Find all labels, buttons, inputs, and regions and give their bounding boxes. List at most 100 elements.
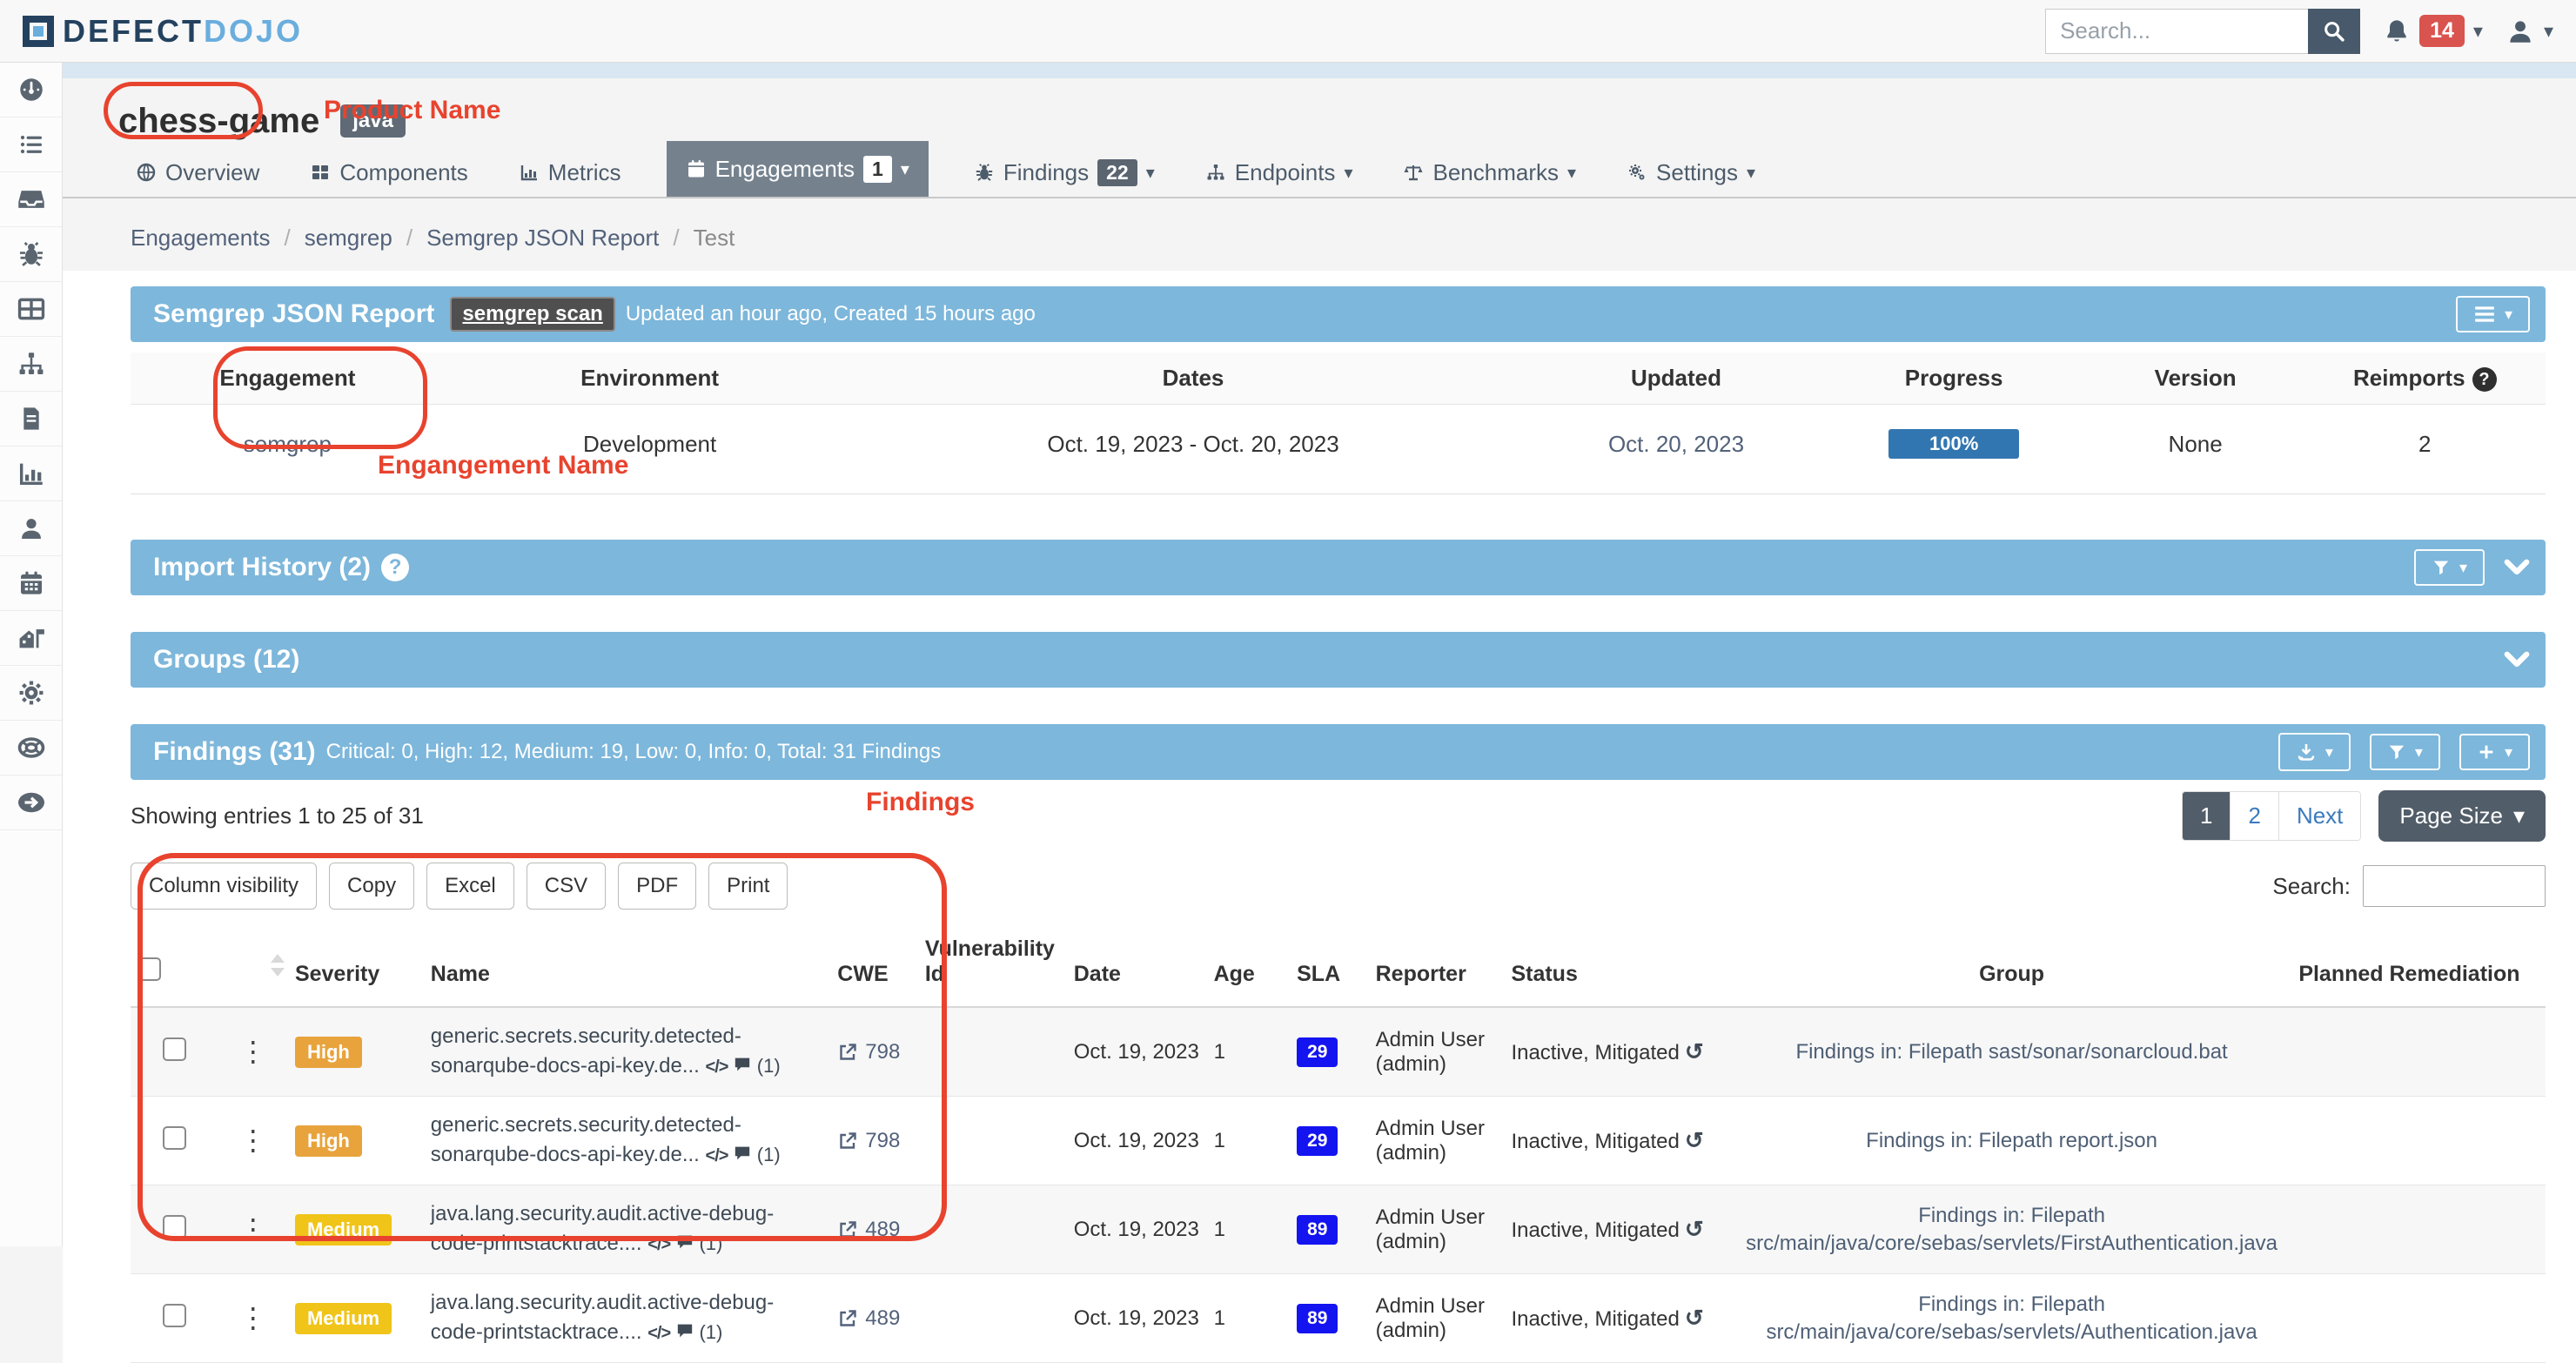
- sidebar-item-settings[interactable]: [0, 666, 62, 721]
- chevron-down-icon[interactable]: [2504, 559, 2530, 576]
- cwe-link[interactable]: 798: [837, 1040, 911, 1064]
- sidebar-item-components[interactable]: [0, 282, 62, 337]
- finding-row: ⋮ Medium java.lang.security.audit.active…: [131, 1273, 2546, 1363]
- import-history-bar[interactable]: Import History (2) ? ▾: [131, 540, 2546, 596]
- history-icon[interactable]: ↺: [1684, 1216, 1704, 1243]
- engagement-link[interactable]: semgrep: [243, 430, 332, 457]
- import-history-filter-button[interactable]: ▾: [2413, 549, 2485, 587]
- group-header[interactable]: Group: [1731, 924, 2292, 1009]
- findings-add-button[interactable]: ▾: [2459, 734, 2530, 771]
- tab-findings[interactable]: Findings 22 ▾: [969, 148, 1160, 197]
- sidebar-item-dashboard[interactable]: [0, 63, 62, 118]
- sidebar-item-users[interactable]: [0, 501, 62, 556]
- history-icon[interactable]: ↺: [1684, 1305, 1704, 1332]
- cwe-header[interactable]: CWE: [830, 924, 918, 1009]
- breadcrumb-semgrep[interactable]: semgrep: [304, 225, 392, 251]
- group-link[interactable]: Findings in: Filepath src/main/java/core…: [1746, 1203, 2278, 1255]
- page-2-button[interactable]: 2: [2230, 791, 2278, 840]
- tab-components[interactable]: Components: [305, 148, 473, 197]
- breadcrumb-report[interactable]: Semgrep JSON Report: [426, 225, 660, 251]
- pdf-button[interactable]: PDF: [618, 863, 697, 910]
- help-icon[interactable]: ?: [2472, 367, 2497, 393]
- code-icon: </>: [647, 1235, 671, 1255]
- sla-badge: 29: [1297, 1037, 1338, 1067]
- sidebar-item-logout[interactable]: [0, 776, 62, 830]
- sidebar-item-support[interactable]: [0, 721, 62, 776]
- page-size-button[interactable]: Page Size ▾: [2378, 789, 2546, 842]
- next-page-button[interactable]: Next: [2277, 791, 2361, 840]
- breadcrumb-engagements[interactable]: Engagements: [131, 225, 271, 251]
- user-menu[interactable]: ▾: [2506, 17, 2553, 46]
- scan-type-badge[interactable]: semgrep scan: [450, 297, 615, 332]
- product-name[interactable]: chess-game: [118, 101, 320, 140]
- calendar-icon: [20, 571, 42, 594]
- excel-button[interactable]: Excel: [426, 863, 514, 910]
- product-tab-bar: Overview Components Metrics Engagements …: [63, 141, 2576, 198]
- notifications[interactable]: 14 ▾: [2383, 15, 2483, 47]
- sidebar-item-benchmarks[interactable]: [0, 611, 62, 666]
- planned-remediation-cell: [2291, 1007, 2546, 1098]
- history-icon[interactable]: ↺: [1684, 1127, 1704, 1154]
- sidebar-item-calendar[interactable]: [0, 556, 62, 611]
- search-input[interactable]: [2045, 8, 2309, 54]
- cwe-link[interactable]: 489: [837, 1306, 911, 1331]
- sidebar-item-list[interactable]: [0, 118, 62, 172]
- tab-endpoints[interactable]: Endpoints ▾: [1200, 148, 1358, 197]
- sla-header[interactable]: SLA: [1290, 924, 1369, 1009]
- breadcrumb: Engagements / semgrep / Semgrep JSON Repor…: [131, 225, 735, 251]
- chevron-down-icon[interactable]: [2504, 651, 2530, 668]
- search-button[interactable]: [2308, 8, 2361, 54]
- groups-bar[interactable]: Groups (12): [131, 632, 2546, 688]
- sidebar-item-reports[interactable]: [0, 392, 62, 446]
- kebab-menu-icon[interactable]: ⋮: [238, 1035, 267, 1067]
- report-menu-button[interactable]: ▾: [2455, 296, 2530, 332]
- page-1-button[interactable]: 1: [2183, 791, 2231, 840]
- sidebar-item-endpoints[interactable]: [0, 337, 62, 392]
- defectdojo-logo[interactable]: DEFECTDOJO: [23, 13, 303, 50]
- planned-remediation-header[interactable]: Planned Remediation: [2291, 924, 2546, 1009]
- planned-remediation-cell: [2291, 1273, 2546, 1363]
- findings-filter-button[interactable]: ▾: [2369, 734, 2440, 771]
- group-link[interactable]: Findings in: Filepath src/main/java/core…: [1766, 1292, 2257, 1344]
- help-icon[interactable]: ?: [381, 554, 410, 582]
- reporter-header[interactable]: Reporter: [1368, 924, 1505, 1009]
- row-checkbox[interactable]: [162, 1303, 186, 1327]
- column-visibility-button[interactable]: Column visibility: [131, 863, 318, 910]
- findings-download-button[interactable]: ▾: [2277, 733, 2351, 772]
- tab-benchmarks[interactable]: Benchmarks ▾: [1398, 148, 1581, 197]
- row-checkbox[interactable]: [162, 1037, 186, 1061]
- row-checkbox[interactable]: [162, 1214, 186, 1239]
- sort-icons[interactable]: [270, 954, 285, 977]
- date-header[interactable]: Date: [1066, 924, 1207, 1009]
- age-header[interactable]: Age: [1206, 924, 1291, 1009]
- tab-metrics[interactable]: Metrics: [513, 148, 627, 197]
- print-button[interactable]: Print: [708, 863, 788, 910]
- select-all-checkbox[interactable]: [138, 957, 161, 982]
- kebab-menu-icon[interactable]: ⋮: [238, 1124, 267, 1156]
- report-updated-text: Updated an hour ago, Created 15 hours ag…: [625, 302, 1036, 326]
- severity-header[interactable]: Severity: [287, 924, 424, 1009]
- sidebar-item-metrics[interactable]: [0, 446, 62, 501]
- csv-button[interactable]: CSV: [526, 863, 607, 910]
- sidebar-item-inbox[interactable]: [0, 172, 62, 227]
- cwe-link[interactable]: 489: [837, 1218, 911, 1242]
- copy-button[interactable]: Copy: [329, 863, 415, 910]
- vulnerability-id-header[interactable]: Vulnerability Id: [917, 924, 1067, 1009]
- group-link[interactable]: Findings in: Filepath report.json: [1866, 1128, 2157, 1152]
- history-icon[interactable]: ↺: [1684, 1038, 1704, 1065]
- row-checkbox[interactable]: [162, 1125, 186, 1150]
- table-search-input[interactable]: [2363, 865, 2546, 908]
- cwe-link[interactable]: 798: [837, 1129, 911, 1153]
- finding-name-link[interactable]: generic.secrets.security.detected-sonarq…: [430, 1113, 741, 1167]
- tab-overview[interactable]: Overview: [131, 148, 265, 197]
- tab-engagements[interactable]: Engagements 1 ▾: [666, 141, 929, 197]
- status-header[interactable]: Status: [1504, 924, 1732, 1009]
- finding-name-link[interactable]: generic.secrets.security.detected-sonarq…: [430, 1024, 741, 1078]
- date-cell: Oct. 19, 2023: [1066, 1096, 1207, 1186]
- tab-settings[interactable]: Settings ▾: [1621, 148, 1761, 197]
- sidebar-item-findings[interactable]: [0, 227, 62, 282]
- group-link[interactable]: Findings in: Filepath sast/sonar/sonarcl…: [1795, 1039, 2228, 1064]
- name-header[interactable]: Name: [423, 924, 831, 1009]
- kebab-menu-icon[interactable]: ⋮: [238, 1212, 267, 1245]
- kebab-menu-icon[interactable]: ⋮: [238, 1301, 267, 1333]
